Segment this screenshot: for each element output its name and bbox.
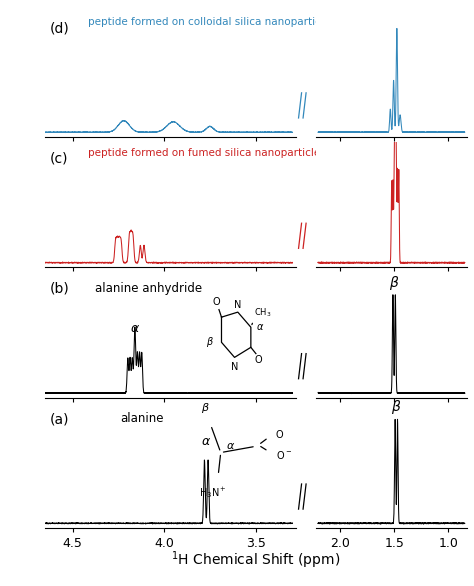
Text: (a): (a) [50,413,70,427]
Text: N: N [231,362,238,373]
Text: $\alpha$: $\alpha$ [201,435,211,448]
Text: peptide formed on colloidal silica nanoparticles: peptide formed on colloidal silica nanop… [88,18,336,28]
Text: $\alpha$: $\alpha$ [226,441,235,451]
Text: $\alpha$: $\alpha$ [130,322,140,335]
Text: $\beta$: $\beta$ [391,398,401,416]
Text: O$^-$: O$^-$ [276,449,292,461]
Text: $^{1}$H Chemical Shift (ppm): $^{1}$H Chemical Shift (ppm) [171,550,341,571]
Text: O: O [213,297,220,307]
Text: (c): (c) [50,152,69,166]
Text: $\alpha$: $\alpha$ [256,322,264,332]
Text: $\beta$: $\beta$ [201,401,210,415]
Text: O: O [276,430,283,440]
Text: $\beta$: $\beta$ [389,274,400,291]
Text: (b): (b) [50,282,70,296]
Text: N: N [234,299,241,309]
Text: $\beta$: $\beta$ [206,335,214,349]
Text: O: O [255,355,262,365]
Text: H$_3$N$^+$: H$_3$N$^+$ [200,485,227,500]
Text: peptide formed on fumed silica nanoparticles: peptide formed on fumed silica nanoparti… [88,148,326,158]
Text: CH$_3$: CH$_3$ [254,306,272,319]
Text: alanine: alanine [120,413,164,425]
Text: (d): (d) [50,21,70,35]
Text: alanine anhydride: alanine anhydride [95,282,202,295]
